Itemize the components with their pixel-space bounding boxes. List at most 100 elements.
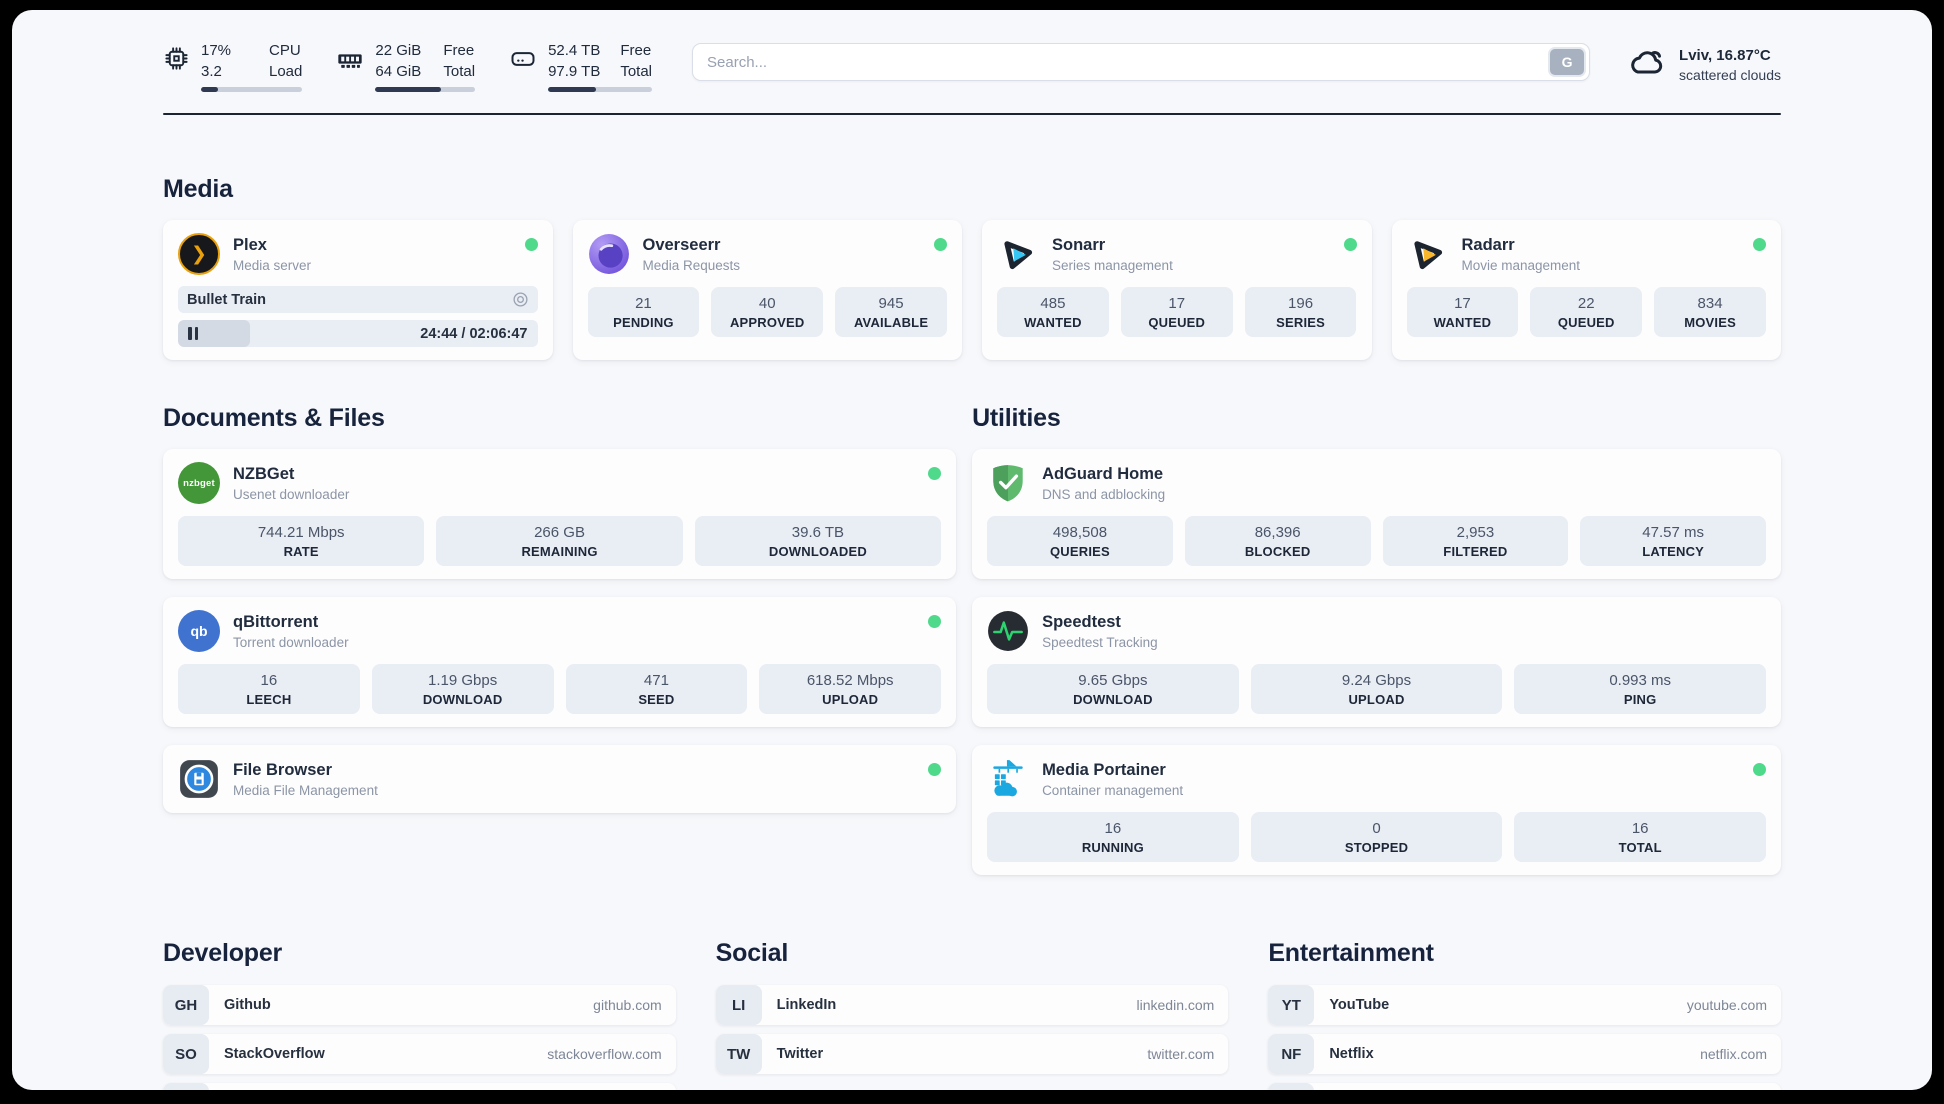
app-card-plex[interactable]: ❯ Plex Media server Bullet Train [163,220,553,360]
app-card-sonarr[interactable]: Sonarr Series management 485 WANTED 17 QUE… [982,220,1372,360]
stat-box: 9.65 Gbps DOWNLOAD [987,664,1239,714]
link-row-youtube[interactable]: YT YouTube youtube.com [1268,985,1781,1025]
link-abbr: SO [163,1034,209,1074]
stat-box: 17 QUEUED [1120,287,1233,337]
search-engine-button[interactable]: G [1548,47,1587,77]
stat-label: STOPPED [1344,840,1409,855]
section-title-documents: Documents & Files [163,404,385,432]
pause-icon [188,327,192,340]
top-bar: 17% 3.2 CPU Load [163,10,1781,92]
stat-box: 17 WANTED [1406,287,1519,337]
app-card-radarr[interactable]: Radarr Movie management 17 WANTED 22 QUEUE… [1391,220,1781,360]
stat-value: 16 [260,672,278,689]
link-name: Github [224,997,271,1013]
link-row-linkedin[interactable]: LI LinkedIn linkedin.com [715,985,1229,1025]
cloud-icon [1626,42,1666,87]
app-name: NZBGet [233,464,295,483]
app-subtitle: Series management [1052,257,1173,273]
stat-label: LEECH [246,692,292,707]
stat-box: 1.19 Gbps DOWNLOAD [371,664,554,714]
cpu-load-label: Load [269,63,303,80]
speedtest-icon [987,610,1029,652]
status-dot [524,238,538,251]
link-name: StackOverflow [224,1046,325,1062]
stat-value: 9.24 Gbps [1341,672,1412,689]
player-time: 24:44 / 02:06:47 [420,325,528,342]
stat-value: 9.65 Gbps [1078,672,1148,689]
weather-condition: scattered clouds [1679,66,1781,83]
stat-label: UPLOAD [822,692,879,707]
link-row-reddit[interactable]: RE Reddit reddit.com [1268,1083,1781,1090]
app-card-filebrowser[interactable]: File Browser Media File Management [163,745,957,813]
weather-widget: Lviv, 16.87°C scattered clouds [1626,42,1781,87]
stat-label: SEED [638,692,675,707]
stat-box: 40 APPROVED [711,287,824,337]
memory-free-label: Free [443,42,475,59]
stat-value: 2,953 [1456,524,1495,541]
sonarr-icon [997,233,1039,275]
stat-value: 21 [635,295,652,312]
stat-label: PING [1623,692,1657,707]
stat-label: WANTED [1433,315,1492,330]
stat-value: 16 [1631,820,1649,837]
search-input[interactable] [692,43,1591,81]
stat-box: 834 MOVIES [1654,287,1766,337]
stat-box: 196 SERIES [1244,287,1357,337]
app-subtitle: Media Requests [642,257,741,273]
link-row-netflix[interactable]: NF Netflix netflix.com [1268,1034,1781,1074]
app-card-adguard[interactable]: AdGuard Home DNS and adblocking 498,508 Q… [972,449,1781,579]
stat-value: 196 [1288,295,1314,312]
stat-box: 47.57 ms LATENCY [1580,516,1766,566]
app-card-portainer[interactable]: Media Portainer Container management 16 R… [972,745,1781,875]
stat-box: 16 LEECH [178,664,360,714]
stat-value: 0.993 ms [1609,672,1672,689]
stat-label: DOWNLOADED [768,544,867,559]
memory-total-value: 64 GiB [375,63,422,80]
player-progress-row[interactable]: 24:44 / 02:06:47 [178,320,538,347]
stat-value: 40 [758,295,776,312]
link-abbr: GH [163,985,209,1025]
stat-label: LATENCY [1642,544,1705,559]
link-row-stackoverflow[interactable]: SO StackOverflow stackoverflow.com [163,1034,676,1074]
stat-value: 0 [1372,820,1381,837]
link-url: youtube.com [1686,997,1767,1013]
stat-value: 471 [643,672,669,689]
app-name: Overseerr [642,235,721,254]
status-dot [1753,238,1766,251]
search-bar: G [692,43,1591,81]
section-title-utilities: Utilities [972,404,1061,432]
link-abbr: TW [715,1034,762,1074]
stat-value: 266 GB [534,524,585,541]
status-dot [1343,238,1357,251]
stat-label: RATE [283,544,319,559]
stat-label: PENDING [613,315,674,330]
app-card-speedtest[interactable]: Speedtest Speedtest Tracking 9.65 Gbps DO… [972,597,1781,727]
disk-total-label: Total [620,63,653,80]
stat-label: QUERIES [1049,544,1110,559]
disk-free-label: Free [620,42,652,59]
link-url: twitter.com [1147,1046,1215,1062]
app-name: File Browser [233,760,333,779]
stat-value: 86,396 [1254,524,1301,541]
stat-label: AVAILABLE [853,315,929,330]
link-url: github.com [593,997,662,1013]
stat-label: APPROVED [729,315,805,330]
stat-box: 498,508 QUERIES [987,516,1173,566]
adguard-icon [987,462,1029,504]
stat-box: 485 WANTED [997,287,1109,337]
cpu-metric: 17% 3.2 CPU Load [163,40,303,92]
app-card-qbittorrent[interactable]: qb qBittorrent Torrent downloader 16 LEEC… [163,597,957,727]
disk-metric: 52.4 TB 97.9 TB Free Total [509,40,653,92]
app-name: Media Portainer [1042,760,1166,779]
app-card-nzbget[interactable]: nzbget NZBGet Usenet downloader 744.21 M… [163,449,957,579]
app-subtitle: Usenet downloader [233,486,350,502]
link-name: YouTube [1329,997,1390,1013]
link-row-dev[interactable]: DT DEV dev.to [163,1083,676,1090]
portainer-icon [987,758,1029,800]
app-subtitle: Torrent downloader [233,634,349,650]
app-card-overseerr[interactable]: Overseerr Media Requests 21 PENDING 40 APP… [572,220,962,360]
link-row-twitter[interactable]: TW Twitter twitter.com [715,1034,1229,1074]
stat-value: 17 [1454,295,1471,312]
link-row-github[interactable]: GH Github github.com [163,985,676,1025]
memory-progress-bar [375,87,476,92]
